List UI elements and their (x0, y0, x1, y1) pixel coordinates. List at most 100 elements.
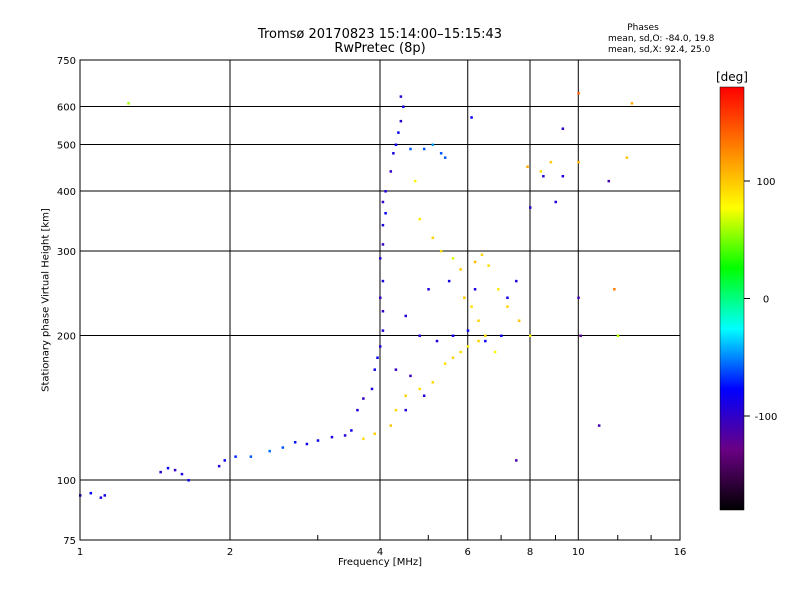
echo-point (330, 435, 334, 439)
echo-point (515, 279, 518, 283)
echo-point (379, 257, 382, 260)
echo-point (526, 165, 529, 168)
echo-point (404, 408, 407, 412)
echo-point (418, 217, 421, 221)
phases-x-stats: mean, sd,X: 92.4, 25.0 (608, 45, 711, 55)
echo-point (549, 160, 553, 164)
y-axis-label: Stationary phase Virtual Height [km] (40, 208, 52, 392)
echo-point (389, 170, 393, 173)
echo-point (554, 200, 557, 204)
echo-point (99, 496, 103, 499)
echo-point (234, 455, 237, 458)
echo-point (217, 464, 221, 468)
echo-point (561, 174, 565, 178)
colorbar (719, 86, 745, 511)
y-tick-label: 200 (57, 332, 76, 343)
echo-point (431, 143, 435, 147)
plot-frame (79, 59, 681, 541)
colorbar-tick-label: 100 (756, 177, 775, 188)
echo-point (343, 434, 347, 437)
phases-legend-title: Phases (627, 23, 659, 33)
echo-point (616, 334, 620, 338)
echo-point (470, 116, 473, 119)
y-tick-label: 75 (63, 536, 76, 547)
echo-point (487, 264, 490, 267)
echo-point (506, 296, 509, 300)
echo-point (431, 381, 435, 384)
echo-point (422, 147, 426, 151)
echo-point (466, 345, 470, 348)
echo-point (89, 491, 93, 495)
chart-title: Tromsø 20170823 15:14:00–15:15:43 (257, 27, 503, 42)
echo-point (577, 160, 580, 164)
echo-point (381, 243, 385, 246)
echo-point (356, 408, 359, 412)
echo-point (249, 455, 253, 458)
echo-point (439, 152, 443, 155)
echo-point (422, 394, 426, 398)
echo-point (392, 152, 395, 155)
echo-point (362, 397, 365, 400)
echo-point (625, 156, 629, 159)
echo-point (506, 305, 509, 308)
echo-point (579, 334, 582, 338)
echo-point (542, 174, 545, 178)
echo-point (597, 424, 601, 427)
x-tick-label: 1 (77, 547, 83, 558)
echo-point (473, 260, 477, 264)
echo-point (394, 143, 398, 147)
echo-point (484, 339, 487, 343)
x-tick-label: 10 (572, 547, 585, 558)
echo-point (404, 394, 407, 398)
echo-point (561, 127, 565, 130)
echo-point (402, 105, 405, 109)
echo-point (500, 334, 503, 338)
echo-point (384, 212, 387, 215)
y-tick-label: 600 (57, 103, 76, 114)
echo-point (404, 314, 407, 318)
echo-point (409, 147, 412, 151)
echo-point (381, 223, 385, 227)
echo-point (381, 200, 385, 204)
echo-point (517, 319, 521, 322)
y-tick-label: 750 (57, 56, 76, 67)
colorbar-tick-label: -100 (755, 412, 778, 423)
echo-point (180, 472, 184, 476)
echo-point (470, 305, 473, 308)
echo-point (463, 296, 466, 300)
echo-point (451, 334, 455, 338)
echo-point (529, 206, 532, 209)
y-tick-label: 500 (57, 141, 76, 152)
echo-point (473, 288, 477, 291)
echo-point (466, 329, 470, 332)
echo-point (515, 459, 518, 462)
chart-subtitle: RwPretec (8p) (334, 41, 426, 56)
echo-point (293, 441, 297, 444)
echo-point (173, 468, 177, 472)
echo-point (379, 296, 382, 300)
echo-point (484, 334, 487, 338)
phases-o-stats: mean, sd,O: -84.0, 19.8 (608, 34, 715, 44)
echo-point (389, 424, 393, 427)
echo-point (496, 288, 500, 291)
echo-point (451, 356, 455, 359)
x-tick-label: 16 (674, 547, 687, 558)
echo-point (394, 368, 398, 371)
echo-point (384, 190, 387, 193)
echo-point (373, 368, 377, 371)
echo-point (379, 345, 382, 348)
y-tick-label: 400 (57, 187, 76, 198)
echo-point (439, 250, 443, 253)
x-tick-label: 2 (227, 547, 233, 558)
echo-point (381, 279, 385, 283)
echo-point (409, 374, 412, 378)
echo-point (577, 296, 580, 300)
echo-point (166, 466, 170, 470)
echo-point (413, 179, 417, 183)
echo-point (281, 446, 285, 449)
y-tick-label: 100 (57, 476, 76, 487)
echo-point (381, 309, 385, 313)
echo-point (418, 334, 421, 338)
echo-point (451, 257, 455, 260)
